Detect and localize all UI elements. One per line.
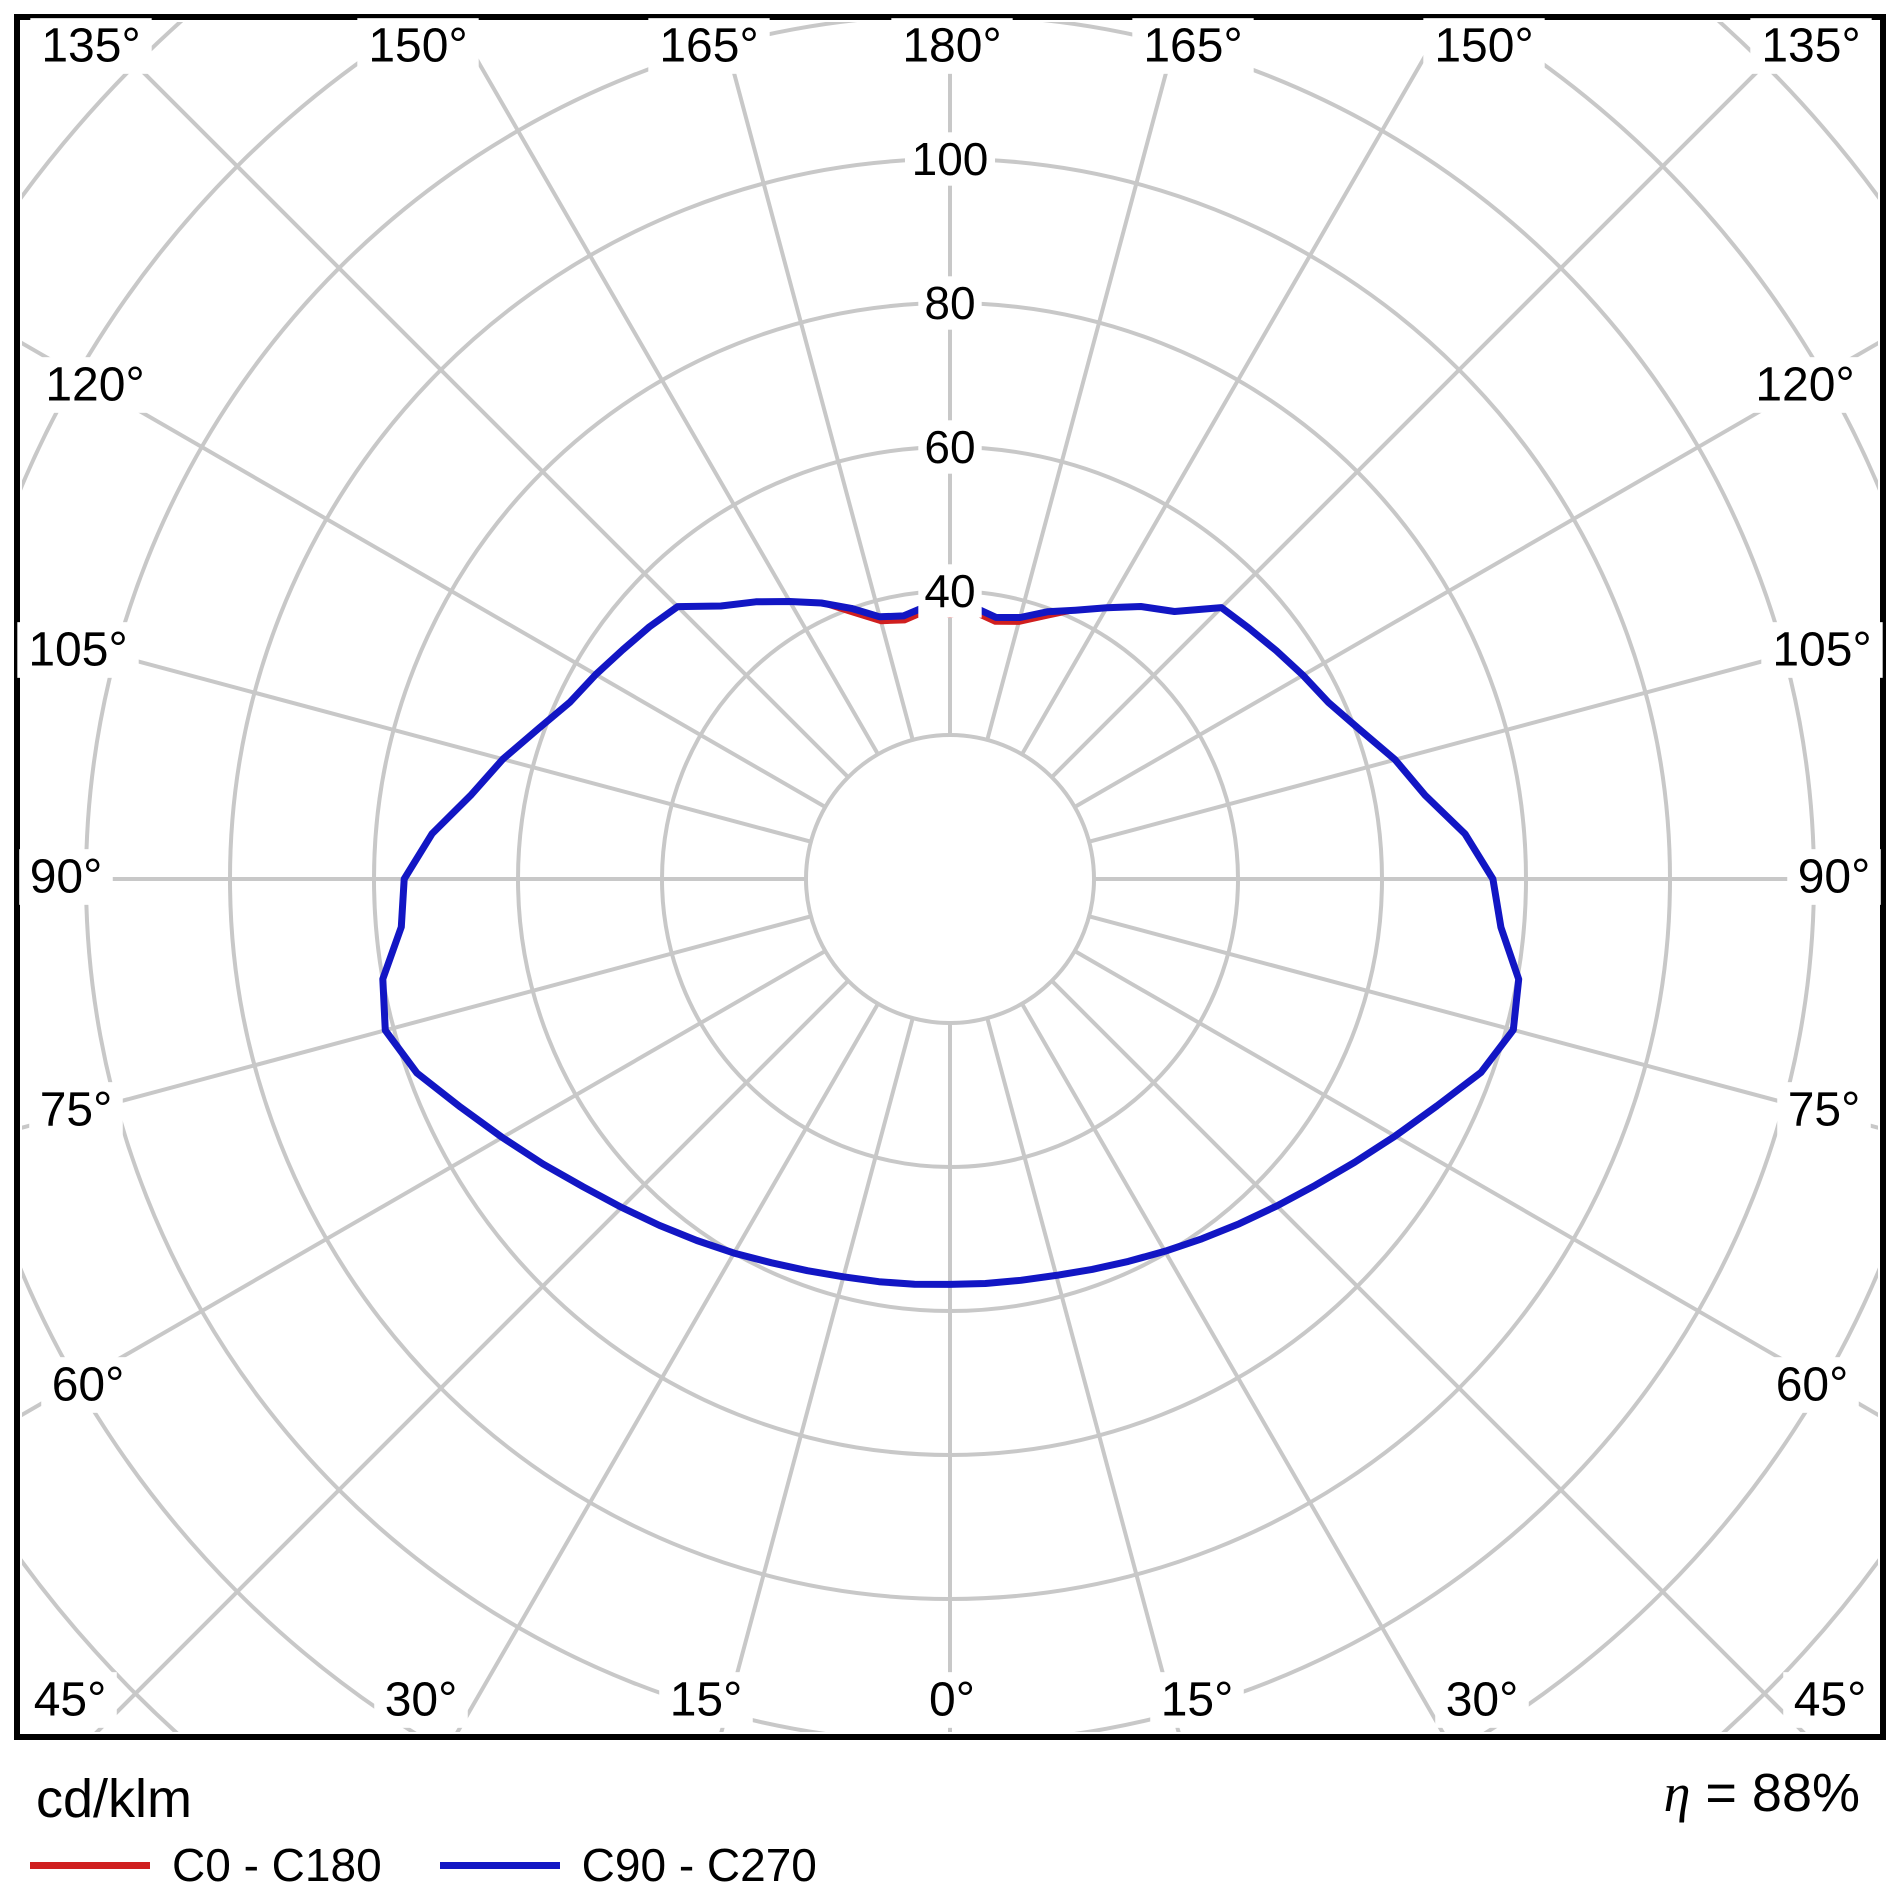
angle-spoke — [1088, 628, 1878, 844]
angle-label-bottom-1-mask — [659, 1672, 753, 1728]
angle-spoke — [985, 22, 1182, 741]
angle-label-right-3-mask — [1777, 1082, 1871, 1138]
angle-label-top-1: 150° — [368, 20, 467, 73]
angle-label-left-2: 90° — [30, 851, 103, 904]
angle-label-top-1-mask — [357, 18, 479, 74]
legend-line-c90-c270 — [439, 1861, 560, 1869]
angle-label-left-0: 120° — [45, 359, 144, 412]
curve-c90-c270 — [379, 598, 1523, 1288]
angle-spoke — [22, 340, 827, 809]
angle-spoke — [985, 1017, 1181, 1732]
angle-label-top-4: 165° — [1143, 20, 1242, 73]
unit-label: cd/klm — [36, 1769, 193, 1829]
angle-spoke — [1073, 949, 1878, 1418]
angle-label-left-5: 45° — [34, 1674, 107, 1727]
angle-label-top-0-mask — [30, 18, 152, 74]
angle-label-top-4-mask — [1132, 18, 1254, 74]
angle-spoke — [22, 914, 812, 1130]
angle-label-left-0-mask — [34, 357, 156, 413]
angle-label-left-1: 105° — [28, 624, 127, 677]
angle-label-top-6: 135° — [1761, 20, 1860, 73]
radial-tick-label-60: 60 — [924, 421, 975, 473]
angle-spoke — [1020, 22, 1448, 756]
angle-label-right-0: 120° — [1755, 359, 1854, 412]
angle-spoke — [94, 979, 850, 1732]
angle-label-right-1: 105° — [1772, 624, 1871, 677]
angle-label-left-3-mask — [29, 1082, 123, 1138]
angle-label-right-0-mask — [1744, 357, 1866, 413]
angle-spoke — [22, 949, 827, 1418]
angle-label-right-4-mask — [1765, 1357, 1859, 1413]
radial-tick-label-40-mask — [918, 564, 982, 618]
angle-label-left-5-mask — [23, 1672, 117, 1728]
legend: C0 - C180 C90 - C270 — [30, 1838, 875, 1892]
angle-label-bottom-2: 0° — [929, 1674, 975, 1727]
radial-tick-label-80-mask — [918, 276, 982, 330]
angle-label-right-4: 60° — [1776, 1359, 1849, 1412]
angle-spoke — [1088, 914, 1878, 1130]
angle-label-bottom-0: 30° — [385, 1674, 458, 1727]
angle-spoke — [1073, 340, 1878, 809]
angle-label-bottom-4-mask — [1435, 1672, 1529, 1728]
efficiency-text: = 88% — [1690, 1763, 1860, 1823]
angle-label-bottom-2-mask — [919, 1672, 985, 1728]
angle-label-top-0: 135° — [41, 20, 140, 73]
angle-label-top-5-mask — [1423, 18, 1545, 74]
angle-spoke — [719, 1017, 915, 1732]
angle-label-top-2: 165° — [659, 20, 758, 73]
legend-label-c90-c270: C90 - C270 — [581, 1839, 817, 1891]
angle-label-left-1-mask — [17, 622, 139, 678]
angle-label-bottom-4: 30° — [1446, 1674, 1519, 1727]
angle-label-top-3-mask — [891, 18, 1013, 74]
radial-tick-label-40: 40 — [924, 565, 975, 617]
angle-spoke — [1050, 979, 1806, 1732]
angle-label-bottom-3-mask — [1150, 1672, 1244, 1728]
angle-label-left-4-mask — [41, 1357, 135, 1413]
legend-line-c0-c180 — [30, 1861, 150, 1869]
angle-label-left-2-mask — [19, 849, 113, 905]
angle-spoke — [718, 22, 915, 741]
radial-tick-label-80: 80 — [924, 277, 975, 329]
angle-label-left-4: 60° — [52, 1359, 125, 1412]
angle-label-right-2-mask — [1787, 849, 1881, 905]
eta-symbol: η — [1663, 1763, 1691, 1823]
angle-label-right-3: 75° — [1788, 1084, 1861, 1137]
angle-label-bottom-3: 15° — [1161, 1674, 1234, 1727]
angle-spoke — [452, 22, 880, 756]
radial-tick-label-60-mask — [918, 420, 982, 474]
efficiency-value: η = 88% — [1664, 1762, 1860, 1824]
angle-label-bottom-0-mask — [374, 1672, 468, 1728]
angle-label-right-1-mask — [1761, 622, 1883, 678]
angle-label-right-2: 90° — [1798, 851, 1871, 904]
angle-label-top-5: 150° — [1434, 20, 1533, 73]
angle-label-right-5: 45° — [1794, 1674, 1867, 1727]
angle-label-top-6-mask — [1750, 18, 1872, 74]
angle-spoke — [1020, 1002, 1445, 1732]
angle-label-left-3: 75° — [40, 1084, 113, 1137]
angle-label-top-2-mask — [648, 18, 770, 74]
legend-label-c0-c180: C0 - C180 — [172, 1839, 382, 1891]
radial-tick-label-100-mask — [904, 132, 996, 186]
radial-tick-label-100: 100 — [912, 133, 989, 185]
angle-label-top-3: 180° — [902, 20, 1001, 73]
angle-label-bottom-1: 15° — [670, 1674, 743, 1727]
radial-ring-20 — [804, 733, 1096, 1025]
angle-label-right-5-mask — [1783, 1672, 1877, 1728]
angle-spoke — [455, 1002, 880, 1732]
angle-spoke — [22, 628, 812, 844]
